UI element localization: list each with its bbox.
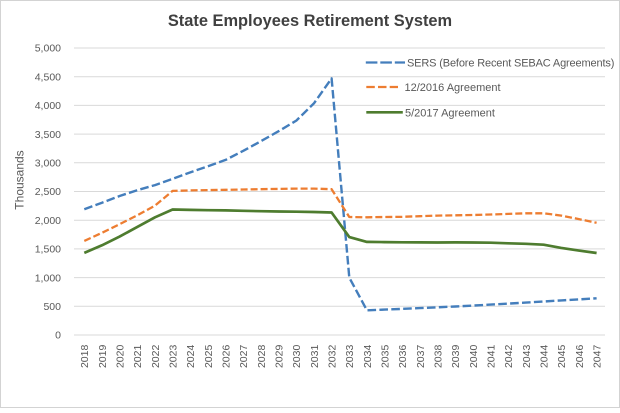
svg-text:2020: 2020 [114,345,126,369]
svg-text:2034: 2034 [362,345,374,369]
svg-text:2039: 2039 [450,345,462,369]
svg-text:2037: 2037 [415,345,427,369]
svg-text:2040: 2040 [468,345,480,369]
svg-text:2044: 2044 [538,345,550,369]
svg-text:1,500: 1,500 [35,244,61,256]
svg-text:2045: 2045 [556,345,568,369]
svg-text:2041: 2041 [485,345,497,369]
svg-text:2038: 2038 [432,345,444,369]
svg-text:2043: 2043 [521,345,533,369]
svg-text:SERS (Before Recent SEBAC Agre: SERS (Before Recent SEBAC Agreements) [407,58,614,70]
svg-text:5/2017 Agreement: 5/2017 Agreement [405,107,495,119]
svg-text:2031: 2031 [309,345,321,369]
svg-text:2029: 2029 [273,345,285,369]
svg-text:2047: 2047 [591,345,603,369]
svg-text:0: 0 [55,330,61,342]
svg-text:3,000: 3,000 [35,158,61,170]
svg-text:2018: 2018 [79,345,91,369]
svg-text:2026: 2026 [220,345,232,369]
svg-text:500: 500 [43,301,61,313]
svg-text:4,000: 4,000 [35,100,61,112]
svg-text:12/2016 Agreement: 12/2016 Agreement [405,82,501,94]
svg-text:2021: 2021 [132,345,144,369]
svg-text:2,000: 2,000 [35,215,61,227]
svg-text:2024: 2024 [185,345,197,369]
svg-text:2023: 2023 [167,345,179,369]
svg-text:5,000: 5,000 [35,43,61,55]
svg-text:3,500: 3,500 [35,129,61,141]
svg-text:State Employees Retirement Sys: State Employees Retirement System [168,12,452,30]
svg-text:2036: 2036 [397,345,409,369]
svg-text:2028: 2028 [256,345,268,369]
svg-text:2042: 2042 [503,345,515,369]
svg-text:2046: 2046 [574,345,586,369]
svg-text:2019: 2019 [97,345,109,369]
svg-text:2025: 2025 [203,345,215,369]
svg-text:2035: 2035 [379,345,391,369]
svg-text:1,000: 1,000 [35,272,61,284]
svg-text:2,500: 2,500 [35,186,61,198]
svg-text:4,500: 4,500 [35,71,61,83]
svg-text:2030: 2030 [291,345,303,369]
svg-text:2027: 2027 [238,345,250,369]
svg-text:2022: 2022 [150,345,162,369]
svg-text:Thousands: Thousands [13,150,27,209]
svg-text:2032: 2032 [326,345,338,369]
svg-text:2033: 2033 [344,345,356,369]
